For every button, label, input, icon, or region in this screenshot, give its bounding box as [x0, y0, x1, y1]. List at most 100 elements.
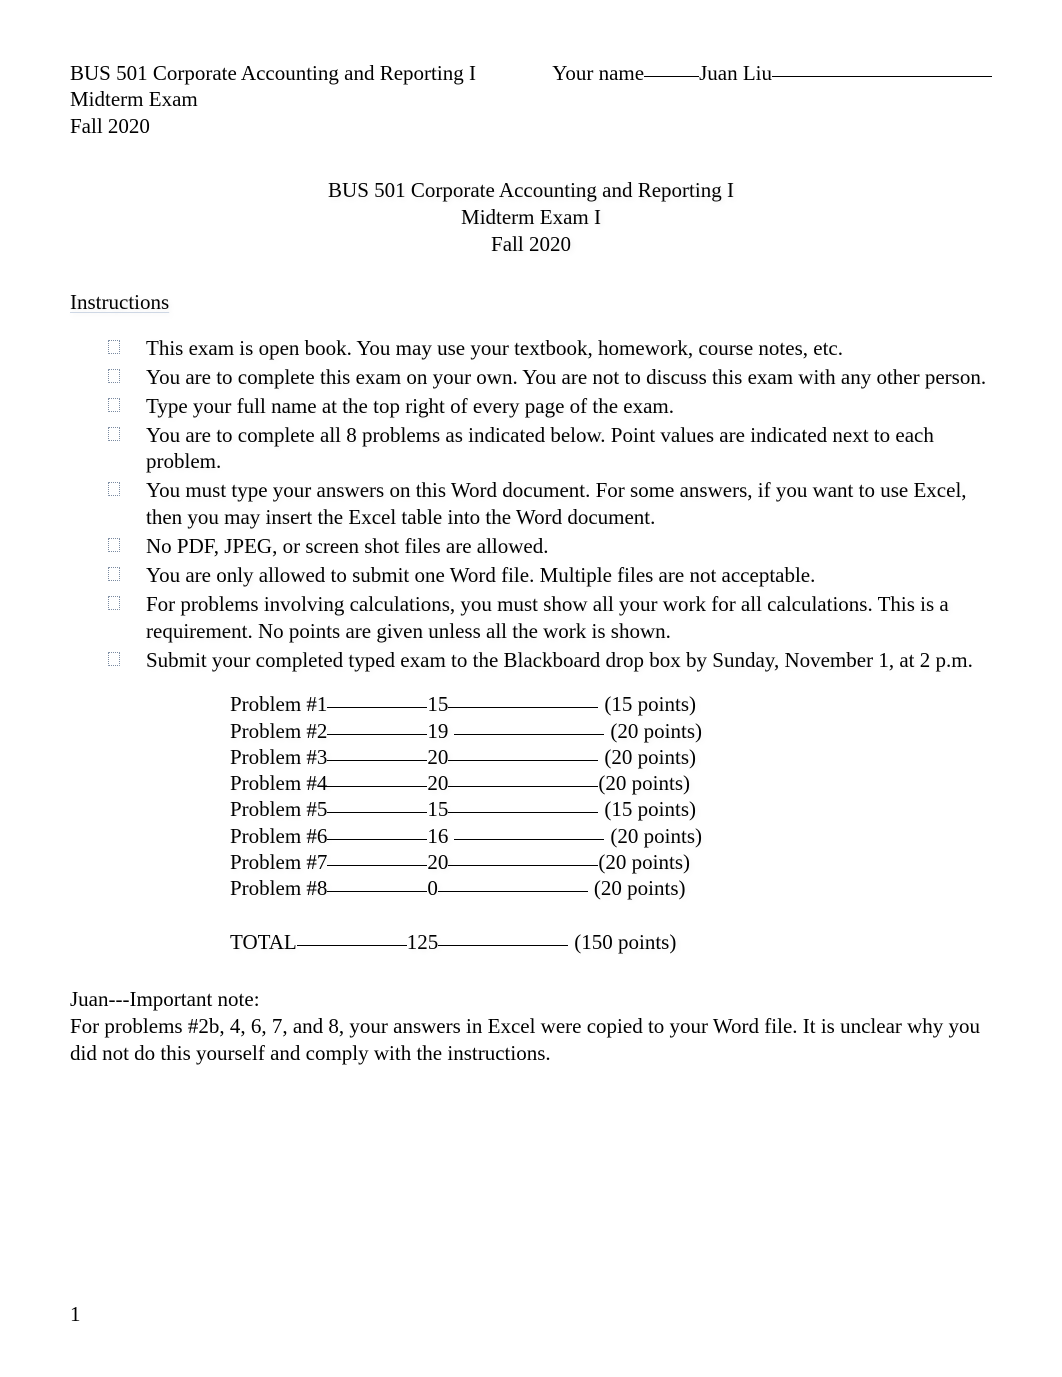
name-underline-before [644, 76, 699, 77]
problem-points: (15 points) [604, 691, 696, 717]
title-term: Fall 2020 [70, 231, 992, 258]
instruction-text: No PDF, JPEG, or screen shot files are a… [146, 534, 549, 558]
total-label: TOTAL [230, 929, 297, 955]
total-score: 125 [407, 929, 439, 955]
instruction-item: For problems involving calculations, you… [108, 591, 992, 645]
instruction-item: You are to complete this exam on your ow… [108, 364, 992, 391]
problem-label: Problem #8 [230, 875, 327, 901]
instruction-text: You must type your answers on this Word … [146, 478, 967, 529]
problem-label: Problem #3 [230, 744, 327, 770]
score-row: Problem #4 20 (20 points) [230, 770, 992, 796]
problem-points: (20 points) [604, 744, 696, 770]
exam-cover-page: BUS 501 Corporate Accounting and Reporti… [0, 0, 1062, 1377]
score-row: Problem #8 0 (20 points) [230, 875, 992, 901]
score-underline [448, 865, 598, 866]
score-row: Problem #3 20 (20 points) [230, 744, 992, 770]
instruction-item: You must type your answers on this Word … [108, 477, 992, 531]
note-heading: Juan---Important note: [70, 986, 992, 1013]
problem-points: (20 points) [598, 849, 690, 875]
header-left: BUS 501 Corporate Accounting and Reporti… [70, 60, 476, 139]
instruction-item: You are only allowed to submit one Word … [108, 562, 992, 589]
grader-note: Juan---Important note: For problems #2b,… [70, 986, 992, 1068]
problem-label: Problem #1 [230, 691, 327, 717]
student-name: Juan Liu [699, 60, 772, 86]
instruction-item: No PDF, JPEG, or screen shot files are a… [108, 533, 992, 560]
instruction-text: You are to complete this exam on your ow… [146, 365, 986, 389]
problem-points: (20 points) [598, 770, 690, 796]
instruction-text: Submit your completed typed exam to the … [146, 648, 973, 672]
score-underline [438, 891, 588, 892]
bullet-icon [108, 340, 120, 354]
instruction-item: This exam is open book. You may use your… [108, 335, 992, 362]
score-row: Problem #720(20 points) [230, 849, 992, 875]
problem-score: 16 [427, 823, 448, 849]
score-underline [327, 786, 427, 787]
problem-score: 20 [427, 770, 448, 796]
score-underline [297, 945, 407, 946]
score-underline [327, 839, 427, 840]
title-course: BUS 501 Corporate Accounting and Reporti… [70, 177, 992, 204]
problem-score: 20 [427, 849, 448, 875]
score-row: Problem #5 15 (15 points) [230, 796, 992, 822]
bullet-icon [108, 427, 120, 441]
score-underline [327, 734, 427, 735]
score-underline [438, 945, 568, 946]
name-underline-after [772, 76, 992, 77]
problem-score: 0 [427, 875, 438, 901]
problem-points: (20 points) [610, 823, 702, 849]
note-body: For problems #2b, 4, 6, 7, and 8, your a… [70, 1013, 992, 1068]
page-number: 1 [70, 1301, 81, 1327]
total-points: (150 points) [574, 929, 676, 955]
instruction-text: For problems involving calculations, you… [146, 592, 949, 643]
problem-score: 20 [427, 744, 448, 770]
score-underline [327, 891, 427, 892]
score-underline [454, 839, 604, 840]
score-underline [327, 760, 427, 761]
score-row: Problem #1 15 (15 points) [230, 691, 992, 717]
bullet-icon [108, 369, 120, 383]
problem-label: Problem #6 [230, 823, 327, 849]
score-underline [327, 812, 427, 813]
problem-label: Problem #4 [230, 770, 327, 796]
problem-label: Problem #2 [230, 718, 327, 744]
score-underline [327, 865, 427, 866]
instruction-text: Type your full name at the top right of … [146, 394, 674, 418]
total-row: TOTAL 125 (150 points) [230, 929, 992, 955]
score-underline [448, 707, 598, 708]
bullet-icon [108, 567, 120, 581]
score-underline [454, 734, 604, 735]
bullet-icon [108, 596, 120, 610]
name-label: Your name [552, 61, 644, 85]
problem-points: (15 points) [604, 796, 696, 822]
problem-points: (20 points) [610, 718, 702, 744]
bullet-icon [108, 482, 120, 496]
instruction-text: This exam is open book. You may use your… [146, 336, 843, 360]
instructions-heading: Instructions [70, 289, 992, 315]
instruction-item: You are to complete all 8 problems as in… [108, 422, 992, 476]
instruction-text: You are only allowed to submit one Word … [146, 563, 815, 587]
score-underline [448, 760, 598, 761]
score-underline [448, 812, 598, 813]
title-exam: Midterm Exam I [70, 204, 992, 231]
score-row: Problem #6 16 (20 points) [230, 823, 992, 849]
bullet-icon [108, 652, 120, 666]
bullet-icon [108, 398, 120, 412]
score-underline [448, 786, 598, 787]
problem-label: Problem #5 [230, 796, 327, 822]
instruction-text: You are to complete all 8 problems as in… [146, 423, 934, 474]
page-header: BUS 501 Corporate Accounting and Reporti… [70, 60, 992, 139]
problem-points: (20 points) [594, 875, 686, 901]
instruction-item: Type your full name at the top right of … [108, 393, 992, 420]
header-right: Your name Juan Liu [532, 60, 992, 139]
instructions-list: This exam is open book. You may use your… [70, 335, 992, 674]
header-midterm: Midterm Exam [70, 86, 476, 112]
title-block: BUS 501 Corporate Accounting and Reporti… [70, 177, 992, 259]
problem-score: 15 [427, 796, 448, 822]
bullet-icon [108, 538, 120, 552]
score-underline [327, 707, 427, 708]
problem-score: 19 [427, 718, 448, 744]
score-block: Problem #1 15 (15 points) Problem #2 19 (20 … [230, 691, 992, 955]
header-course: BUS 501 Corporate Accounting and Reporti… [70, 60, 476, 86]
score-row: Problem #2 19 (20 points) [230, 718, 992, 744]
problem-score: 15 [427, 691, 448, 717]
